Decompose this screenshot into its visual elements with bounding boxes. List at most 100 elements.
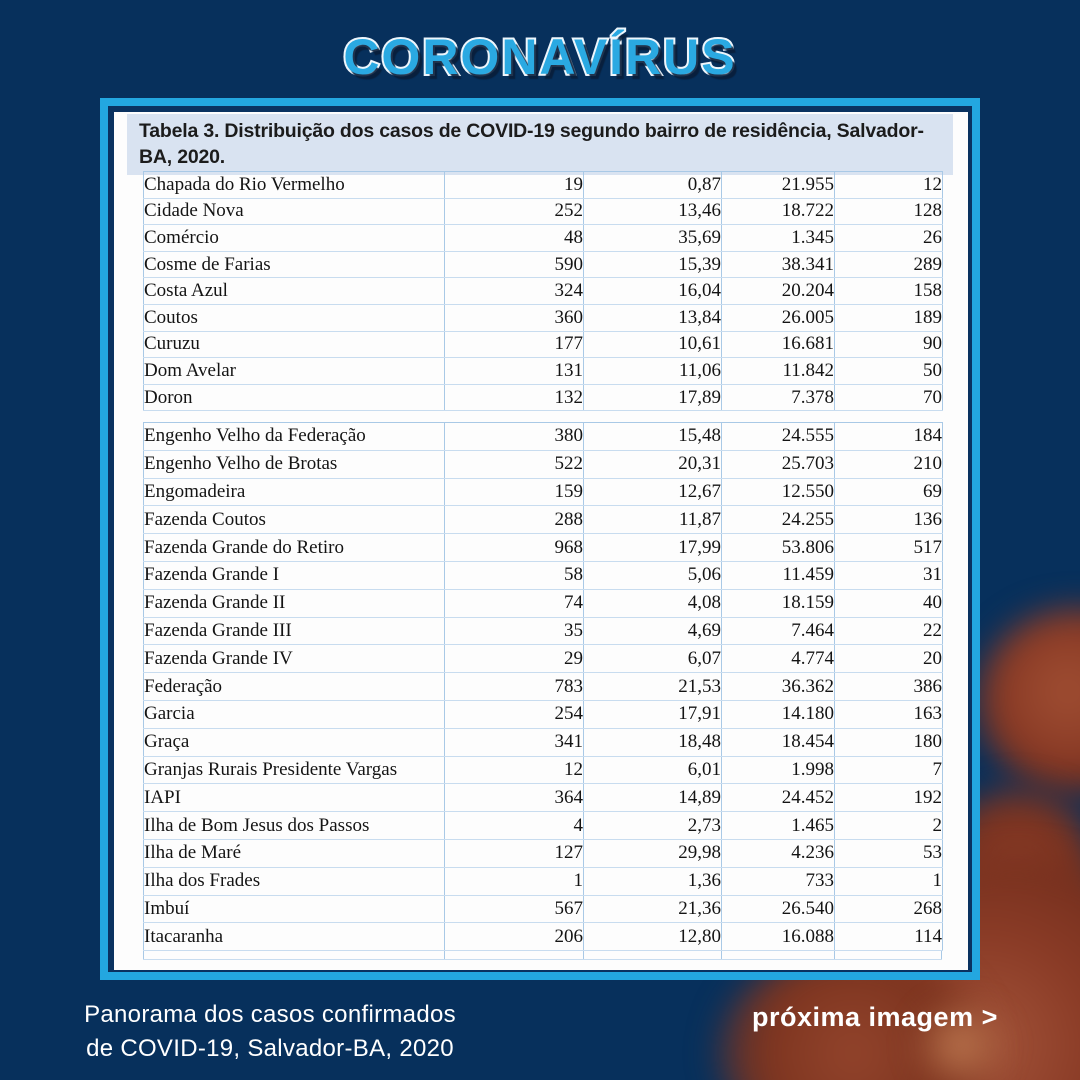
value-cell: 254 [444, 700, 584, 729]
table-row: Dom Avelar 131 11,06 11.842 50 [143, 357, 943, 385]
value-cell: 5,06 [583, 561, 722, 590]
table-row: Engomadeira 159 12,67 12.550 69 [143, 478, 943, 507]
value-cell: 74 [444, 589, 584, 618]
value-cell: 2 [834, 811, 943, 840]
table-row: Fazenda Grande do Retiro 968 17,99 53.806 51… [143, 533, 943, 562]
table-row: Fazenda Coutos 288 11,87 24.255 136 [143, 505, 943, 535]
bairro-cell: Costa Azul [143, 277, 445, 305]
value-cell: 17,99 [583, 533, 722, 562]
value-cell: 35 [444, 617, 584, 646]
value-cell: 50 [834, 357, 943, 385]
value-cell: 4 [444, 811, 584, 840]
table-row: Cosme de Farias 590 15,39 38.341 289 [143, 251, 943, 279]
value-cell: 10,61 [583, 331, 722, 359]
value-cell: 131 [444, 357, 584, 385]
value-cell: 18.159 [721, 589, 835, 618]
value-cell: 21,36 [583, 895, 722, 924]
table-row: Fazenda Grande II 74 4,08 18.159 40 [143, 589, 943, 618]
value-cell: 18.722 [721, 198, 835, 226]
table-row: Graça 341 18,48 18.454 180 [143, 728, 943, 757]
value-cell: 20 [834, 644, 943, 674]
value-cell: 11,06 [583, 357, 722, 385]
bairro-cell: Imbuí [143, 895, 445, 924]
table-row: Coutos 360 13,84 26.005 189 [143, 304, 943, 332]
value-cell: 6,01 [583, 756, 722, 785]
bairro-cell: Fazenda Grande do Retiro [143, 533, 445, 562]
value-cell: 22 [834, 617, 943, 646]
table-row: Comércio 48 35,69 1.345 26 [143, 224, 943, 252]
bairro-cell: Fazenda Grande IV [143, 644, 445, 674]
value-cell: 360 [444, 304, 584, 332]
cases-table-block1: Chapada do Rio Vermelho 19 0,87 21.955 12 Cid… [143, 171, 943, 412]
value-cell: 7.464 [721, 617, 835, 646]
next-image-link[interactable]: próxima imagem > [752, 1002, 998, 1032]
table-row: IAPI 364 14,89 24.452 192 [143, 783, 943, 813]
virus-photo-blur-top [978, 608, 1080, 793]
value-cell: 15,39 [583, 251, 722, 279]
table-panel-background: Tabela 3. Distribuição dos casos de COVI… [114, 112, 968, 970]
value-cell: 380 [444, 422, 584, 451]
value-cell: 206 [444, 922, 584, 952]
value-cell: 53 [834, 839, 943, 868]
value-cell: 21.955 [721, 171, 835, 199]
footer-caption-line2: de COVID-19, Salvador-BA, 2020 [86, 1035, 454, 1062]
value-cell: 1.998 [721, 756, 835, 785]
value-cell: 1.345 [721, 224, 835, 252]
bairro-cell: Fazenda Grande III [143, 617, 445, 646]
bairro-cell: Itacaranha [143, 922, 445, 952]
value-cell: 590 [444, 251, 584, 279]
bairro-cell: Garcia [143, 700, 445, 729]
value-cell: 132 [444, 384, 584, 412]
table-row: Ilha de Maré 127 29,98 4.236 53 [143, 839, 943, 868]
table-row: Ilha dos Frades 1 1,36 733 1 [143, 867, 943, 896]
footer-caption-line1: Panorama dos casos confirmados [84, 1001, 456, 1028]
cases-table-block2: Engenho Velho da Federação 380 15,48 24.555… [143, 422, 943, 952]
value-cell: 24.555 [721, 422, 835, 451]
value-cell: 36.362 [721, 672, 835, 701]
value-cell: 158 [834, 277, 943, 305]
table-row: Doron 132 17,89 7.378 70 [143, 384, 943, 412]
value-cell: 18,48 [583, 728, 722, 757]
virus-photo-highlight [905, 1000, 1015, 1080]
table-row: Itacaranha 206 12,80 16.088 114 [143, 922, 943, 952]
value-cell: 136 [834, 505, 943, 535]
value-cell: 31 [834, 561, 943, 590]
value-cell: 14,89 [583, 783, 722, 813]
bairro-cell: Ilha dos Frades [143, 867, 445, 896]
value-cell: 2,73 [583, 811, 722, 840]
value-cell: 210 [834, 450, 943, 479]
value-cell: 0,87 [583, 171, 722, 199]
value-cell: 26.005 [721, 304, 835, 332]
table-row: Fazenda Grande III 35 4,69 7.464 22 [143, 617, 943, 646]
value-cell: 17,89 [583, 384, 722, 412]
value-cell: 177 [444, 331, 584, 359]
value-cell: 4,08 [583, 589, 722, 618]
value-cell: 252 [444, 198, 584, 226]
table-row: Fazenda Grande IV 29 6,07 4.774 20 [143, 644, 943, 674]
bairro-cell: Coutos [143, 304, 445, 332]
value-cell: 48 [444, 224, 584, 252]
value-cell: 16.088 [721, 922, 835, 952]
value-cell: 114 [834, 922, 943, 952]
value-cell: 288 [444, 505, 584, 535]
value-cell: 4,69 [583, 617, 722, 646]
value-cell: 14.180 [721, 700, 835, 729]
bairro-cell: Granjas Rurais Presidente Vargas [143, 756, 445, 785]
table-row: Costa Azul 324 16,04 20.204 158 [143, 277, 943, 305]
value-cell: 29,98 [583, 839, 722, 868]
bairro-cell: Dom Avelar [143, 357, 445, 385]
value-cell: 12 [444, 756, 584, 785]
table-row: Garcia 254 17,91 14.180 163 [143, 700, 943, 729]
footer-caption: Panorama dos casos confirmados de COVID-… [82, 998, 458, 1066]
value-cell: 19 [444, 171, 584, 199]
table-row: Imbuí 567 21,36 26.540 268 [143, 895, 943, 924]
value-cell: 16.681 [721, 331, 835, 359]
bairro-cell: Federação [143, 672, 445, 701]
value-cell: 268 [834, 895, 943, 924]
table-stub-row [143, 951, 942, 960]
value-cell: 7 [834, 756, 943, 785]
value-cell: 69 [834, 478, 943, 507]
value-cell: 58 [444, 561, 584, 590]
bairro-cell: Fazenda Coutos [143, 505, 445, 535]
bairro-cell: Engomadeira [143, 478, 445, 507]
